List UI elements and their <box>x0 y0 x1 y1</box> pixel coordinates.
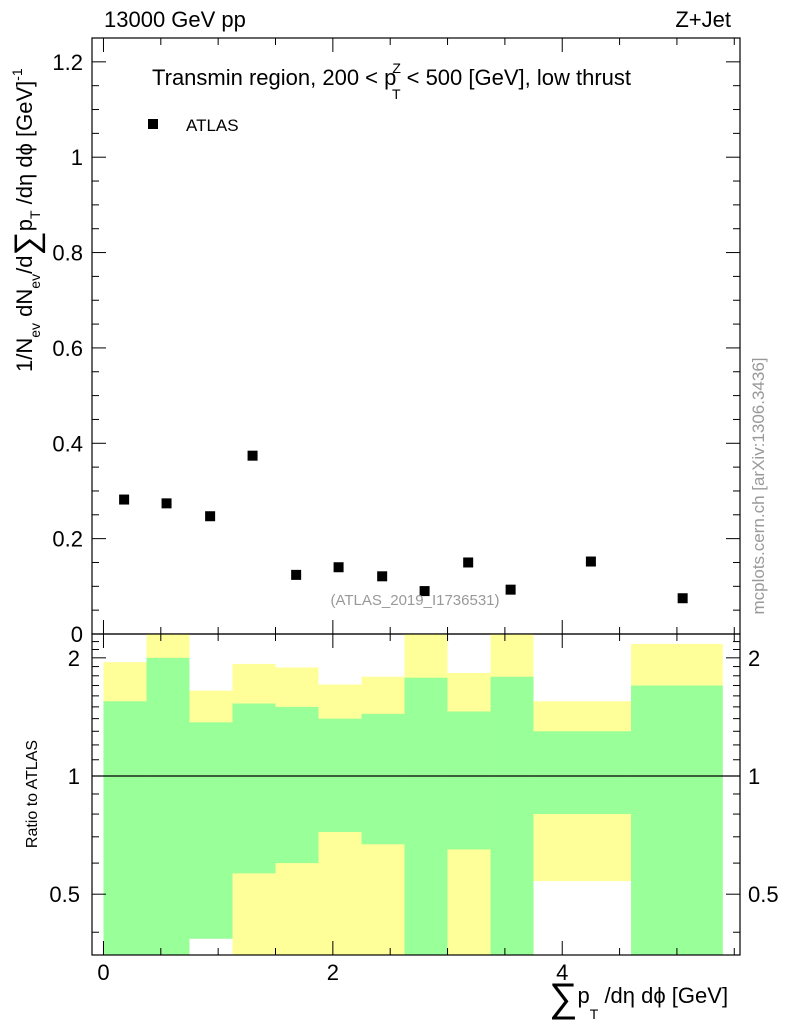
main-y-tick-label-4: 0.8 <box>52 241 83 266</box>
x-axis-label: ∑pT /dη dϕ [GeV] <box>549 976 728 1022</box>
data-point-1 <box>161 498 172 509</box>
header-left-label: 13000 GeV pp <box>104 7 246 32</box>
data-point-6 <box>377 571 388 582</box>
data-point-10 <box>585 556 596 567</box>
data-point-3 <box>247 450 258 461</box>
main-y-tick-label-2: 0.4 <box>52 431 83 456</box>
ratio-y-tick-label-right-2: 2 <box>748 646 760 671</box>
ratio-band-inner-3 <box>232 703 276 874</box>
ratio-y-axis-label: Ratio to ATLAS <box>24 740 41 848</box>
ratio-band-inner-1 <box>146 657 190 955</box>
ratio-band-inner-2 <box>189 722 233 939</box>
watermark: mcplots.cern.ch [arXiv:1306.3436] <box>749 357 768 614</box>
x-tick-label-2: 4 <box>556 960 568 985</box>
data-point-11 <box>677 593 688 604</box>
data-point-7 <box>419 586 430 597</box>
legend-marker-atlas <box>148 119 158 129</box>
x-tick-label-1: 2 <box>327 960 339 985</box>
ratio-band-inner-11 <box>631 685 723 955</box>
data-point-8 <box>463 557 474 568</box>
main-y-tick-label-3: 0.6 <box>52 336 83 361</box>
data-point-4 <box>291 569 302 580</box>
ratio-band-inner-7 <box>404 677 448 955</box>
ratio-y-tick-label-right-1: 1 <box>748 764 760 789</box>
data-point-9 <box>505 584 516 595</box>
main-y-axis-label: 1/Nev dNev/d∑pT /dη dϕ [GeV]-1 <box>8 68 46 372</box>
ratio-band-inner-9 <box>490 676 534 955</box>
main-y-tick-label-1: 0.2 <box>52 527 83 552</box>
main-y-tick-label-0: 0 <box>71 622 83 647</box>
main-plot-panel: 0 0.2 0.4 0.6 0.8 1 1.2 <box>52 37 741 647</box>
ratio-band-inner-5 <box>318 718 362 833</box>
ratio-plot-frame <box>91 633 741 956</box>
header-right-label: Z+Jet <box>675 7 731 32</box>
ratio-y-tick-label-left-0: 0.5 <box>49 882 80 907</box>
ratio-band-inner-10 <box>533 731 632 815</box>
ratio-band-inner-0 <box>103 701 147 955</box>
ratio-y-tick-label-right-0: 0.5 <box>748 882 779 907</box>
data-point-5 <box>333 562 344 573</box>
data-point-0 <box>119 494 130 505</box>
legend-label-atlas: ATLAS <box>186 116 239 135</box>
ratio-y-tick-label-left-1: 1 <box>68 764 80 789</box>
ratio-plot-panel: 0 2 4 0.5 0.5 1 1 2 2 <box>49 633 779 985</box>
x-tick-label-0: 0 <box>97 960 109 985</box>
ratio-y-tick-label-left-2: 2 <box>68 646 80 671</box>
plot-title: Transmin region, 200 < pZ T < 500 [GeV], … <box>152 60 631 102</box>
data-point-2 <box>205 511 216 522</box>
ratio-band-inner-4 <box>275 706 319 864</box>
analysis-label: (ATLAS_2019_I1736531) <box>330 592 499 609</box>
ratio-band-inner-8 <box>447 711 491 850</box>
main-y-tick-label-6: 1.2 <box>52 50 83 75</box>
ratio-band-inner-6 <box>361 713 405 845</box>
main-y-tick-label-5: 1 <box>71 145 83 170</box>
